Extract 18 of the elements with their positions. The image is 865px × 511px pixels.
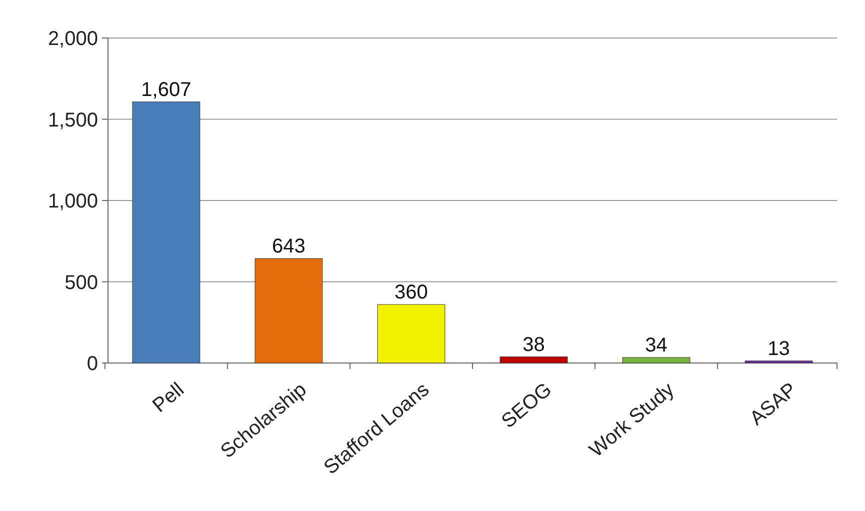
bar [744, 360, 813, 364]
data-label: 38 [522, 334, 545, 356]
bar [377, 304, 446, 364]
bar [254, 258, 323, 364]
data-label: 360 [394, 282, 428, 304]
y-tick-label: 500 [64, 272, 98, 294]
bar [132, 102, 200, 364]
data-label: 34 [645, 334, 668, 356]
y-tick-label: 1,500 [48, 109, 98, 132]
bar [500, 356, 568, 364]
data-label: 1,607 [141, 78, 192, 101]
bar [622, 357, 690, 364]
y-tick-label: 0 [86, 353, 98, 375]
y-tick-label: 1,000 [48, 190, 98, 212]
data-label: 643 [272, 236, 306, 258]
data-label: 13 [768, 338, 790, 360]
y-tick-label: 2,000 [48, 28, 98, 50]
x-tick-label: Pell [148, 378, 188, 417]
